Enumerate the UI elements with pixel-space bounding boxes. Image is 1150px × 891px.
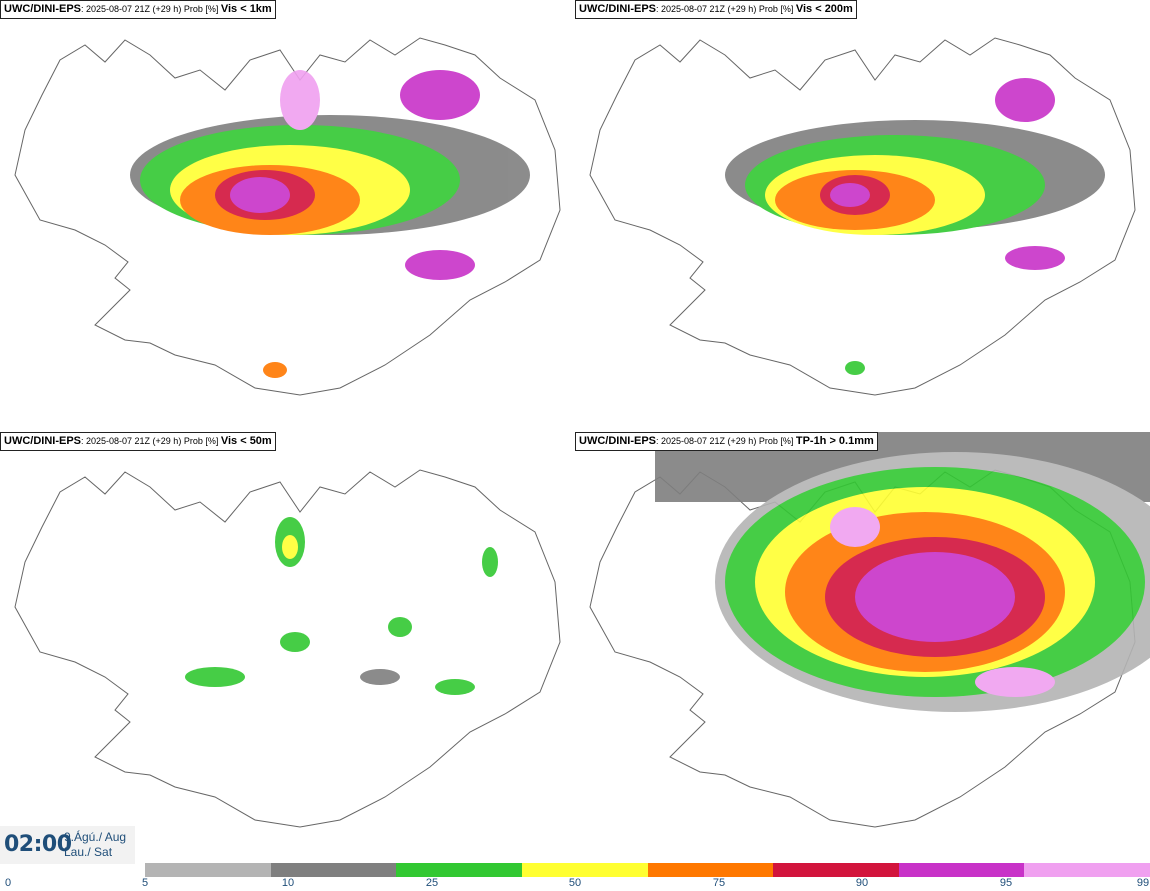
run-info: : 2025-08-07 21Z (+29 h) Prob [%] <box>656 436 796 446</box>
variable-label: Vis < 200m <box>795 3 853 15</box>
panel-title: UWC/DINI-EPS: 2025-08-07 21Z (+29 h) Pro… <box>0 0 276 19</box>
legend-tick-label: 0 <box>4 877 12 889</box>
legend-swatch <box>647 863 774 877</box>
map-panel-tp-1h: UWC/DINI-EPS: 2025-08-07 21Z (+29 h) Pro… <box>575 432 1150 862</box>
legend-tick-label: 90 <box>855 877 869 889</box>
legend-swatch <box>145 863 271 877</box>
valid-date-line2: Lau./ Sat <box>64 845 113 859</box>
valid-time: 02:00 <box>4 832 72 857</box>
map-panel-vis-50m: UWC/DINI-EPS: 2025-08-07 21Z (+29 h) Pro… <box>0 432 575 862</box>
legend-tick-label: 99 <box>1136 877 1150 889</box>
legend-tick-label: 5 <box>141 877 149 889</box>
valid-time-box: 02:00 9.Ágú./ Aug Lau./ Sat <box>0 826 135 864</box>
legend-tick-label: 25 <box>425 877 439 889</box>
legend-swatch <box>270 863 397 877</box>
map-panel-vis-1km: UWC/DINI-EPS: 2025-08-07 21Z (+29 h) Pro… <box>0 0 575 430</box>
map-vis-1km <box>14 37 561 396</box>
valid-date: 9.Ágú./ Aug Lau./ Sat <box>64 830 126 860</box>
model-source: UWC/DINI-EPS <box>4 435 81 447</box>
variable-label: Vis < 1km <box>220 3 272 15</box>
legend-swatch <box>773 863 899 877</box>
legend-tick-label: 50 <box>568 877 582 889</box>
legend-tick-label: 10 <box>281 877 295 889</box>
model-source: UWC/DINI-EPS <box>579 3 656 15</box>
legend-tick-label: 75 <box>712 877 726 889</box>
legend-swatch <box>1024 863 1150 877</box>
legend-swatch <box>396 863 522 877</box>
map-tp-1h <box>589 432 1150 828</box>
legend-swatch <box>898 863 1025 877</box>
panel-title: UWC/DINI-EPS: 2025-08-07 21Z (+29 h) Pro… <box>575 432 878 451</box>
run-info: : 2025-08-07 21Z (+29 h) Prob [%] <box>656 4 796 14</box>
legend-tick-label: 95 <box>999 877 1013 889</box>
model-source: UWC/DINI-EPS <box>4 3 81 15</box>
map-vis-200m <box>589 37 1136 396</box>
color-legend <box>145 863 1150 877</box>
run-info: : 2025-08-07 21Z (+29 h) Prob [%] <box>81 436 221 446</box>
model-source: UWC/DINI-EPS <box>579 435 656 447</box>
map-vis-50m <box>14 469 561 828</box>
legend-swatch <box>521 863 648 877</box>
map-panel-vis-200m: UWC/DINI-EPS: 2025-08-07 21Z (+29 h) Pro… <box>575 0 1150 430</box>
variable-label: TP-1h > 0.1mm <box>795 435 874 447</box>
panel-title: UWC/DINI-EPS: 2025-08-07 21Z (+29 h) Pro… <box>0 432 276 451</box>
valid-date-line1: 9.Ágú./ Aug <box>64 830 127 844</box>
run-info: : 2025-08-07 21Z (+29 h) Prob [%] <box>81 4 221 14</box>
panel-title: UWC/DINI-EPS: 2025-08-07 21Z (+29 h) Pro… <box>575 0 857 19</box>
variable-label: Vis < 50m <box>220 435 272 447</box>
